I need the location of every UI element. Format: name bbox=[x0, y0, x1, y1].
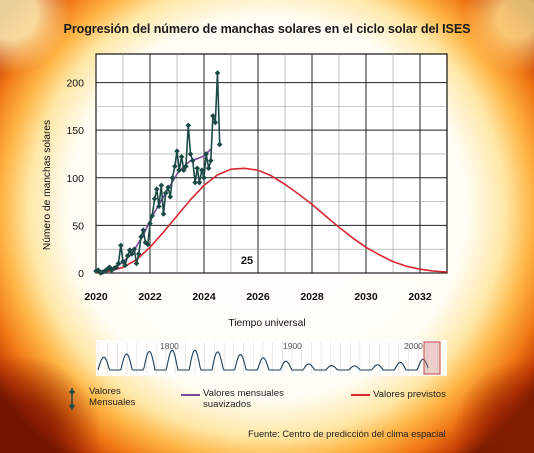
y-axis-label: Número de manchas solares bbox=[42, 120, 53, 250]
legend-monthly-label: Valores Mensuales bbox=[89, 386, 136, 408]
monthly-point bbox=[172, 163, 178, 170]
monthly-point bbox=[104, 266, 111, 272]
monthly-point bbox=[189, 157, 196, 164]
x-tick-label: 2028 bbox=[300, 291, 324, 303]
monthly-point bbox=[95, 267, 101, 273]
monthly-point bbox=[135, 251, 142, 257]
monthly-point bbox=[167, 194, 174, 200]
y-tick-label: 150 bbox=[66, 125, 84, 137]
legend-smoothed-label: Valores mensuales suavizados bbox=[203, 388, 284, 410]
monthly-point bbox=[138, 234, 144, 240]
monthly-point bbox=[113, 264, 120, 271]
overview-window[interactable] bbox=[423, 341, 441, 375]
series-line-predicted bbox=[95, 167, 448, 274]
monthly-point bbox=[185, 122, 192, 129]
monthly-point bbox=[149, 213, 155, 219]
y-tick-label: 200 bbox=[66, 78, 84, 90]
monthly-point bbox=[196, 179, 203, 186]
monthly-point bbox=[212, 119, 219, 126]
x-tick-label: 2020 bbox=[84, 291, 108, 303]
series-group bbox=[93, 70, 448, 276]
overview-label-1800: 1800 bbox=[160, 341, 179, 351]
monthly-point bbox=[133, 260, 140, 267]
monthly-point bbox=[115, 260, 122, 267]
monthly-point bbox=[183, 163, 189, 170]
monthly-point bbox=[147, 220, 153, 227]
x-axis-label: Tiempo universal bbox=[228, 318, 305, 329]
monthly-point bbox=[169, 174, 176, 181]
grid-lines bbox=[95, 54, 447, 274]
monthly-point bbox=[129, 251, 135, 257]
monthly-point bbox=[210, 113, 216, 119]
monthly-point bbox=[165, 184, 171, 191]
monthly-point bbox=[203, 151, 209, 157]
monthly-point bbox=[214, 70, 221, 76]
monthly-point bbox=[158, 182, 165, 189]
monthly-point bbox=[207, 157, 214, 164]
plot-background bbox=[95, 53, 448, 274]
monthly-point bbox=[126, 247, 133, 253]
y-tick-label: 0 bbox=[78, 268, 84, 280]
legend-monthly-swatch bbox=[69, 388, 75, 410]
y-tick-label: 50 bbox=[72, 220, 84, 232]
overview-strip: 1800 1900 2000 bbox=[96, 340, 447, 376]
monthly-point bbox=[122, 262, 128, 269]
monthly-point bbox=[160, 211, 167, 217]
monthly-point bbox=[216, 141, 223, 148]
monthly-point bbox=[176, 167, 182, 173]
x-tick-label: 2022 bbox=[138, 291, 162, 303]
monthly-point bbox=[205, 165, 212, 172]
monthly-point bbox=[180, 167, 187, 173]
legend-predicted-label: Valores previstos bbox=[373, 389, 446, 400]
monthly-point bbox=[140, 227, 147, 233]
overview-label-1900: 1900 bbox=[283, 341, 302, 351]
monthly-point bbox=[153, 186, 160, 193]
x-tick-label: 2024 bbox=[192, 291, 216, 303]
overview-label-2000: 2000 bbox=[404, 341, 423, 351]
monthly-point bbox=[178, 154, 185, 160]
y-tick-label: 100 bbox=[66, 173, 84, 185]
monthly-point bbox=[131, 246, 138, 252]
x-tick-label: 2026 bbox=[246, 291, 270, 303]
monthly-point bbox=[151, 195, 158, 202]
cycle-annotation: 25 bbox=[241, 255, 253, 267]
monthly-point bbox=[199, 167, 205, 173]
source-note: Fuente: Centro de predicción del clima e… bbox=[248, 428, 446, 439]
monthly-point bbox=[111, 265, 117, 272]
x-tick-labels: 2020 2022 2024 2026 2028 2030 2032 bbox=[84, 291, 432, 303]
monthly-point bbox=[120, 258, 126, 265]
x-tick-label: 2030 bbox=[354, 291, 378, 303]
monthly-point bbox=[156, 203, 162, 210]
y-tick-labels: 0 50 100 150 200 bbox=[66, 78, 84, 280]
chart-title: Progresión del número de manchas solares… bbox=[63, 22, 471, 36]
monthly-point bbox=[145, 241, 151, 248]
monthly-point bbox=[162, 190, 169, 196]
monthly-point bbox=[118, 242, 124, 249]
monthly-point bbox=[187, 151, 194, 157]
monthly-point bbox=[194, 165, 201, 172]
monthly-point bbox=[192, 179, 198, 186]
x-tick-label: 2032 bbox=[408, 291, 432, 303]
monthly-point bbox=[201, 174, 207, 181]
monthly-point bbox=[124, 253, 131, 259]
monthly-point bbox=[174, 148, 180, 154]
